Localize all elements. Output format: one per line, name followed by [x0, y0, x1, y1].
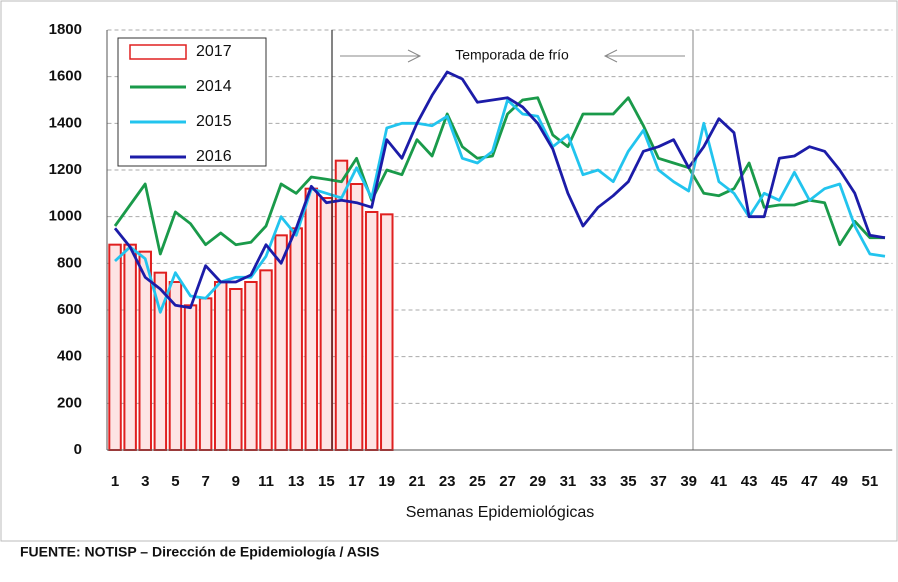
arrow-left-head	[603, 49, 618, 63]
x-tick-label: 21	[409, 473, 426, 490]
bar	[183, 304, 198, 452]
bar	[319, 197, 334, 451]
x-tick-label: 37	[650, 473, 667, 490]
x-tick-label: 35	[620, 473, 637, 490]
bar	[244, 281, 258, 451]
legend-label: 2014	[196, 78, 232, 95]
source-note: FUENTE: NOTISP – Dirección de Epidemiolo…	[20, 544, 379, 560]
x-tick-label: 5	[171, 473, 179, 490]
x-tick-label: 7	[201, 473, 209, 490]
legend-label: 2016	[196, 148, 232, 165]
x-tick-label: 3	[141, 473, 149, 490]
bar	[229, 288, 243, 451]
x-tick-label: 19	[378, 473, 395, 490]
legend-label: 2017	[196, 43, 232, 60]
x-tick-label: 1	[111, 473, 119, 490]
bar	[108, 243, 122, 451]
y-tick-label: 1400	[49, 114, 82, 131]
x-tick-label: 39	[680, 473, 697, 490]
x-tick-label: 31	[560, 473, 577, 490]
bar	[259, 269, 273, 452]
x-tick-label: 47	[801, 473, 818, 490]
y-tick-label: 600	[57, 301, 82, 318]
x-tick-label: 25	[469, 473, 486, 490]
x-tick-label: 43	[741, 473, 758, 490]
y-tick-label: 1000	[49, 208, 82, 225]
arrow-right-head	[407, 49, 422, 63]
bar	[364, 211, 379, 451]
y-tick-label: 1800	[49, 21, 82, 38]
x-tick-label: 45	[771, 473, 788, 490]
line-series	[113, 70, 886, 310]
bar	[213, 281, 228, 451]
line-series	[113, 96, 885, 256]
bar	[198, 297, 213, 452]
legend-swatch	[129, 44, 187, 60]
y-tick-label: 400	[57, 348, 82, 365]
x-tick-label: 29	[529, 473, 546, 490]
x-tick-label: 41	[711, 473, 728, 490]
y-tick-label: 1600	[49, 68, 82, 85]
x-tick-label: 17	[348, 473, 365, 490]
x-axis-label: Semanas Epidemiológicas	[406, 504, 595, 521]
x-tick-label: 9	[232, 473, 240, 490]
y-tick-label: 0	[74, 441, 82, 458]
bar	[123, 243, 137, 451]
bar	[304, 187, 319, 452]
x-tick-label: 13	[288, 473, 305, 490]
x-tick-label: 33	[590, 473, 607, 490]
x-tick-label: 23	[439, 473, 456, 490]
bar	[289, 227, 303, 451]
y-tick-label: 800	[57, 254, 82, 271]
bar	[349, 183, 364, 451]
x-tick-label: 11	[258, 473, 274, 490]
x-tick-label: 49	[831, 473, 848, 490]
legend-label: 2015	[196, 113, 232, 130]
y-tick-label: 1200	[49, 161, 82, 178]
bar	[334, 159, 349, 452]
y-tick-label: 200	[57, 394, 82, 411]
bar	[274, 234, 288, 451]
bar	[380, 213, 394, 451]
x-tick-label: 51	[862, 473, 879, 490]
season-annotation: Temporada de frío	[455, 47, 569, 63]
x-tick-label: 27	[499, 473, 516, 490]
x-tick-label: 15	[318, 473, 335, 490]
